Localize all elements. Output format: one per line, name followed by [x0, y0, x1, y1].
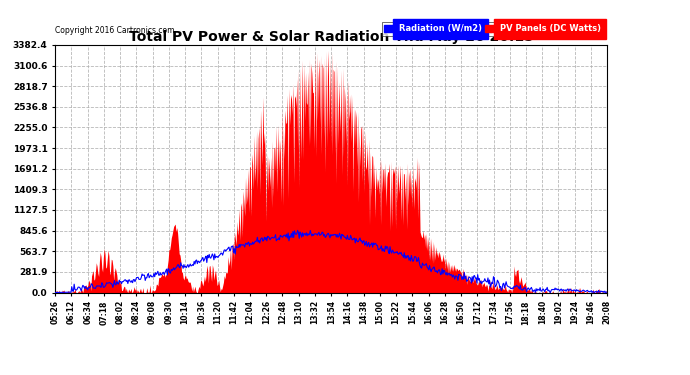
Legend: Radiation (W/m2), PV Panels (DC Watts): Radiation (W/m2), PV Panels (DC Watts) [382, 22, 603, 36]
Title: Total PV Power & Solar Radiation Thu May 26 20:15: Total PV Power & Solar Radiation Thu May… [129, 30, 533, 44]
Text: Copyright 2016 Cartronics.com: Copyright 2016 Cartronics.com [55, 26, 175, 35]
